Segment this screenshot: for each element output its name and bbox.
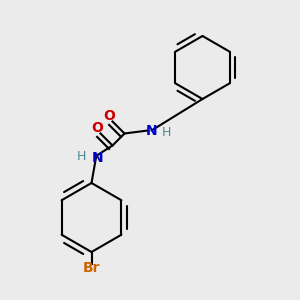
Text: N: N (146, 124, 157, 137)
Text: O: O (91, 121, 103, 135)
Text: N: N (92, 151, 103, 164)
Text: H: H (162, 125, 171, 139)
Text: H: H (77, 150, 86, 164)
Text: Br: Br (83, 262, 100, 275)
Text: O: O (103, 109, 116, 123)
